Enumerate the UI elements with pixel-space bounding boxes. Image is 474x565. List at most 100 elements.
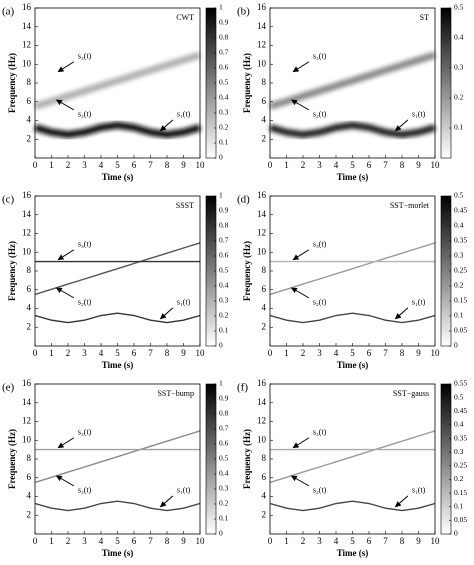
x-tick-label: 5 [115,536,120,546]
y-tick-label: 12 [22,40,31,50]
annotation-arrow [292,61,310,73]
x-tick-label: 0 [268,160,273,170]
y-tick-label: 8 [262,77,267,87]
annotation: s₂(t) [313,486,327,495]
y-tick-label: 8 [27,77,32,87]
ridge [34,121,201,139]
colorbar-tick-label: 0.15 [454,488,467,497]
y-tick-label: 16 [22,190,32,200]
y-tick-label: 8 [27,265,32,275]
colorbar-tick-label: 0.1 [219,514,229,523]
colorbar-tick-label: 0.2 [454,281,464,290]
plot-area [35,196,200,346]
x-tick-label: 6 [367,536,372,546]
colorbar-tick-label: 0.3 [219,108,229,117]
x-tick-label: 3 [82,160,87,170]
annotation: s₁(t) [412,298,426,307]
colorbar-tick-label: 0.3 [219,296,229,305]
annotation: s₃(t) [313,240,327,249]
annotation-arrow [394,307,409,320]
x-tick-label: 2 [66,348,71,358]
panel-title: CWT [176,13,194,22]
colorbar-tick-label: 0.2 [454,474,464,483]
y-axis-label: Frequency (Hz) [7,241,17,301]
annotation-arrow [290,99,310,111]
colorbar-tick-label: 0.25 [454,266,467,275]
y-tick-label: 12 [257,228,266,238]
x-tick-label: 1 [284,160,289,170]
y-tick-label: 10 [257,434,267,444]
colorbar-tick-label: 0.9 [219,206,229,215]
annotation: s₁(t) [412,486,426,495]
x-tick-label: 4 [334,536,339,546]
x-axis-label: Time (s) [337,172,369,182]
colorbar-tick-label: 0.45 [454,206,467,215]
y-tick-label: 6 [262,284,267,294]
annotation-arrow [159,307,174,320]
x-tick-label: 8 [165,348,170,358]
y-tick-label: 2 [27,509,32,519]
colorbar-tick-label: 0.4 [454,420,464,429]
y-tick-label: 10 [22,434,32,444]
x-tick-label: 7 [148,160,153,170]
annotation-arrow [292,249,310,261]
colorbar-tick-label: 0.1 [219,138,229,147]
annotation-arrow [57,437,75,449]
y-tick-label: 6 [27,284,32,294]
y-tick-label: 8 [262,453,267,463]
y-axis-label: Frequency (Hz) [7,429,17,489]
colorbar-tick-label: 0.3 [219,484,229,493]
x-tick-label: 2 [301,160,306,170]
x-tick-label: 4 [99,536,104,546]
y-tick-label: 10 [257,58,267,68]
colorbar-tick-label: 0.15 [454,296,467,305]
colorbar-tick-label: 0.3 [454,63,464,72]
y-tick-label: 8 [27,453,32,463]
colorbar-tick-label: 0.4 [454,221,464,230]
y-tick-label: 14 [257,397,267,407]
y-axis-label: Frequency (Hz) [242,429,252,489]
annotation-arrow [55,287,75,299]
colorbar-tick-label: 1 [219,379,223,388]
x-tick-label: 6 [367,160,372,170]
y-tick-label: 2 [27,133,32,143]
annotation: s₃(t) [78,428,92,437]
ridge [269,430,436,484]
ridge [34,312,201,324]
y-tick-label: 10 [22,58,32,68]
annotation: s₁(t) [177,110,191,119]
colorbar-tick-label: 0.6 [219,63,229,72]
colorbar-tick-label: 0.1 [219,326,229,335]
annotation-arrow [290,287,310,299]
colorbar-tick-label: 0.35 [454,236,467,245]
x-tick-label: 2 [301,348,306,358]
colorbar-tick-label: 0.8 [219,221,229,230]
x-tick-label: 3 [317,160,322,170]
colorbar-tick-label: 0.2 [219,499,229,508]
colorbar-tick-label: 0.7 [219,48,229,57]
x-tick-label: 10 [196,348,206,358]
colorbar-tick-label: 0.1 [454,123,464,132]
colorbar-tick-label: 0 [219,153,223,162]
plot-area [35,384,200,534]
annotation: s₁(t) [177,486,191,495]
annotation-arrow [55,99,75,111]
y-tick-label: 4 [262,115,267,125]
x-tick-label: 4 [334,160,339,170]
x-tick-label: 10 [431,348,441,358]
y-tick-label: 12 [257,416,266,426]
y-tick-label: 4 [262,491,267,501]
x-tick-label: 5 [115,160,120,170]
colorbar-tick-label: 0.5 [219,266,229,275]
panel-label: (f) [237,382,248,394]
annotation-arrow [159,495,174,508]
x-axis-label: Time (s) [337,548,369,558]
x-tick-label: 1 [49,536,54,546]
x-tick-label: 5 [350,160,355,170]
colorbar-tick-label: 0.45 [454,406,467,415]
x-tick-label: 0 [33,536,38,546]
colorbar-tick-label: 0.5 [219,454,229,463]
colorbar-tick-label: 0.2 [454,93,464,102]
colorbar-tick-label: 0.6 [219,251,229,260]
y-tick-label: 2 [262,133,267,143]
